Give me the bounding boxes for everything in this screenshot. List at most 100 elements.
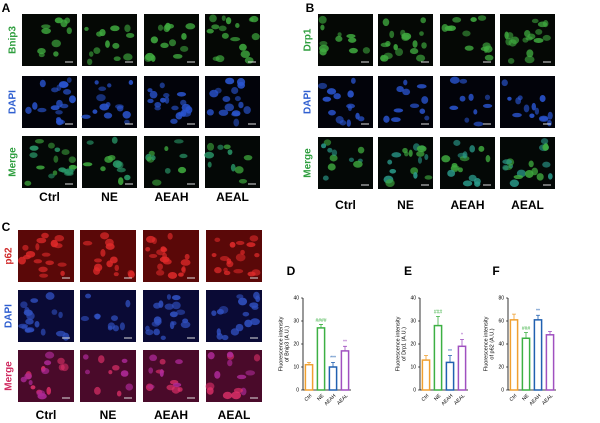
cell xyxy=(331,149,338,157)
cell xyxy=(184,253,190,260)
cell xyxy=(249,235,259,242)
micrograph xyxy=(22,76,77,128)
row-label: Bnip3 xyxy=(8,26,19,54)
cell xyxy=(87,58,93,66)
cell xyxy=(408,149,413,157)
cell xyxy=(96,94,106,102)
panel-letter: E xyxy=(404,264,412,278)
cell xyxy=(84,369,91,375)
cell xyxy=(350,77,356,84)
significance-label: #### xyxy=(315,318,326,324)
x-tick-label: NE xyxy=(521,393,531,403)
cell xyxy=(542,34,551,41)
y-tick-label: 40 xyxy=(293,295,299,301)
cell xyxy=(251,33,260,41)
cell xyxy=(59,81,69,88)
cell xyxy=(171,294,181,301)
cell xyxy=(119,322,125,331)
row-label: DAPI xyxy=(4,304,15,328)
cell xyxy=(173,139,184,144)
error-bar xyxy=(512,313,516,320)
cell xyxy=(147,98,154,104)
cell xyxy=(128,79,134,86)
cell xyxy=(185,23,196,30)
cell xyxy=(390,117,401,123)
cell xyxy=(547,173,553,180)
cell xyxy=(319,44,329,53)
cell xyxy=(225,17,232,25)
panel-letter: C xyxy=(2,220,11,234)
cell xyxy=(18,256,26,265)
cell xyxy=(107,83,112,88)
cell xyxy=(58,364,65,371)
cell xyxy=(157,24,164,31)
cell xyxy=(94,80,99,85)
cell xyxy=(30,298,39,303)
cell xyxy=(412,40,418,48)
cell xyxy=(81,114,91,119)
cell xyxy=(24,326,35,333)
cell xyxy=(533,38,544,44)
significance-label: *** xyxy=(330,356,336,362)
cell xyxy=(159,256,170,263)
cell xyxy=(484,54,494,61)
cell xyxy=(221,15,226,22)
cell xyxy=(63,89,72,95)
cell xyxy=(539,95,546,103)
cell xyxy=(108,370,113,375)
significance-label: ### xyxy=(434,310,443,316)
cell xyxy=(464,117,470,123)
cell xyxy=(534,107,540,115)
cell xyxy=(362,47,371,54)
cell xyxy=(36,390,46,397)
bar xyxy=(445,361,455,391)
cell xyxy=(99,103,110,111)
cell xyxy=(250,318,260,326)
cell xyxy=(166,384,175,391)
cell xyxy=(53,243,63,249)
cell xyxy=(482,103,493,108)
bar xyxy=(304,363,314,391)
cell xyxy=(64,168,74,176)
cell xyxy=(118,177,124,186)
cell xyxy=(36,237,47,244)
cell xyxy=(221,334,229,341)
cell xyxy=(327,147,333,153)
cell xyxy=(51,39,61,48)
cell xyxy=(113,272,119,277)
cell xyxy=(321,143,327,149)
cell xyxy=(234,96,241,102)
cell xyxy=(167,23,174,29)
cell xyxy=(523,104,530,113)
cell xyxy=(231,86,239,95)
cell xyxy=(171,301,181,310)
x-tick-label: Ctrl xyxy=(509,393,519,403)
cell xyxy=(227,149,233,155)
cell xyxy=(547,111,553,120)
cell xyxy=(235,323,244,332)
cell xyxy=(248,17,254,22)
x-tick-label: Ctrl xyxy=(304,393,314,403)
cell xyxy=(484,94,491,101)
y-tick-label: 0 xyxy=(501,387,504,393)
cell xyxy=(233,118,240,127)
cell xyxy=(536,173,544,181)
cell xyxy=(145,52,155,61)
cell xyxy=(106,260,113,268)
x-tick-label: AEAH xyxy=(323,393,337,407)
cell xyxy=(424,175,433,180)
cell xyxy=(447,169,456,177)
bar xyxy=(545,334,555,391)
cell xyxy=(105,40,110,48)
cell xyxy=(327,163,336,171)
x-tick-label: AEAH xyxy=(528,393,542,407)
cell xyxy=(45,292,55,300)
cell xyxy=(151,237,157,245)
cell xyxy=(29,152,38,158)
cell xyxy=(160,42,169,49)
cell xyxy=(178,272,184,277)
cell xyxy=(54,235,65,242)
cell xyxy=(540,138,549,145)
cell xyxy=(218,306,229,314)
cell xyxy=(509,179,520,187)
